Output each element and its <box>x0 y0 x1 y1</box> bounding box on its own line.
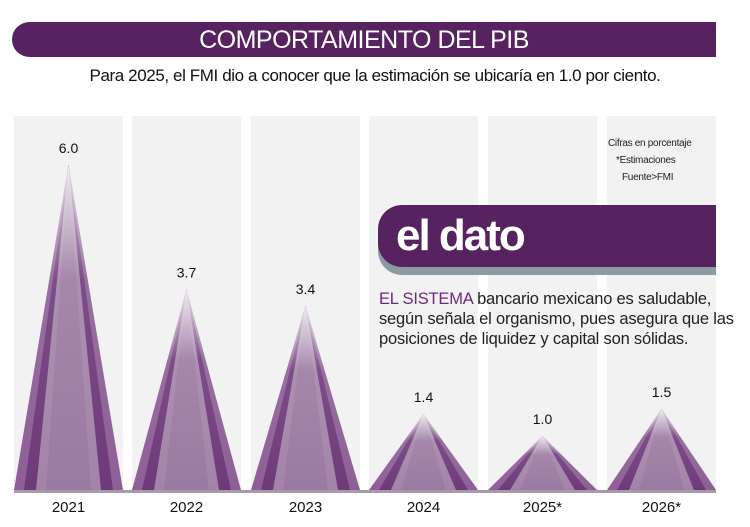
data-label: 1.4 <box>414 389 434 405</box>
bar-2025* <box>488 435 597 490</box>
bar-2021 <box>14 165 123 490</box>
bar-2023 <box>251 305 360 490</box>
data-label: 1.5 <box>652 384 672 400</box>
callout-body: bancario mexicano es saludable, según se… <box>379 290 734 348</box>
bar-2026* <box>607 408 716 490</box>
source-note: Fuente>FMI <box>622 172 674 183</box>
x-tick-label: 2024 <box>407 499 440 516</box>
column-bg <box>488 116 597 490</box>
estimates-note: *Estimaciones <box>616 155 676 166</box>
x-tick-label: 2026* <box>642 499 681 516</box>
callout-highlight: EL SISTEMA <box>379 290 473 308</box>
chart-notes: Cifras en porcentaje *Estimaciones Fuent… <box>608 135 692 186</box>
units-note: Cifras en porcentaje <box>608 138 692 149</box>
x-tick-label: 2022 <box>170 499 203 516</box>
x-tick-label: 2021 <box>52 499 85 516</box>
bar-2022 <box>132 289 241 490</box>
baseline <box>14 490 716 493</box>
data-label: 3.4 <box>296 281 316 297</box>
x-tick-label: 2023 <box>289 499 322 516</box>
data-label: 6.0 <box>59 140 79 156</box>
el-dato-title: el dato <box>396 211 526 260</box>
callout-text: EL SISTEMA bancario mexicano es saludabl… <box>379 289 749 349</box>
data-label: 1.0 <box>533 411 553 427</box>
bar-2024 <box>369 414 478 490</box>
data-label: 3.7 <box>177 265 197 281</box>
x-tick-label: 2025* <box>523 499 562 516</box>
el-dato-banner: el dato <box>378 205 716 267</box>
subtitle: Para 2025, el FMI dio a conocer que la e… <box>89 66 661 85</box>
title-banner: COMPORTAMIENTO DEL PIB <box>12 22 716 57</box>
